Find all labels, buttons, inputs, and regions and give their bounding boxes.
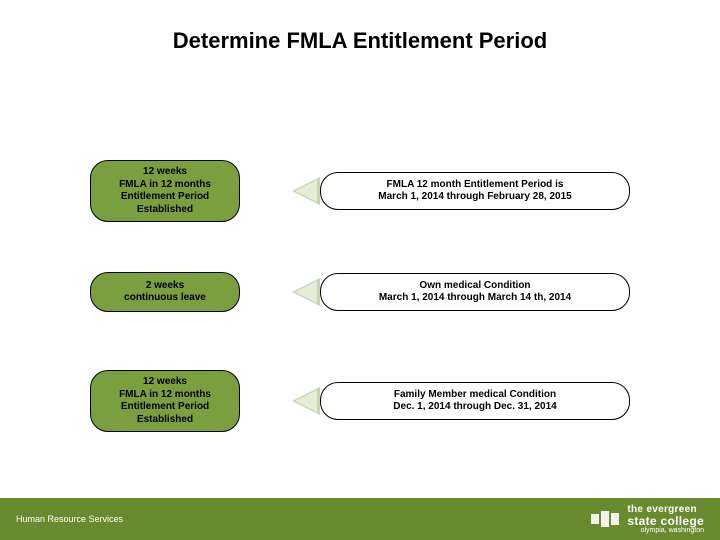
arrow-2	[292, 278, 320, 306]
left-pill-2: 2 weekscontinuous leave	[90, 272, 240, 312]
left-pill-2-text: 2 weekscontinuous leave	[124, 280, 206, 305]
logo-line1: the evergreen	[627, 505, 704, 515]
left-pill-3-text: 12 weeksFMLA in 12 monthsEntitlement Per…	[119, 376, 211, 426]
flow-row-1: 12 weeksFMLA in 12 monthsEntitlement Per…	[0, 160, 720, 232]
right-pill-3: Family Member medical ConditionDec. 1, 2…	[320, 382, 630, 420]
logo-mark-icon	[591, 511, 619, 527]
logo-line3: olympia, washington	[627, 527, 704, 534]
page-title: Determine FMLA Entitlement Period	[0, 28, 720, 54]
arrow-1	[292, 177, 320, 205]
right-pill-1-text: FMLA 12 month Entitlement Period isMarch…	[378, 179, 571, 204]
flow-row-2: 2 weekscontinuous leave Own medical Cond…	[0, 272, 720, 344]
footer: Human Resource Services the evergreen st…	[0, 498, 720, 540]
left-pill-1-text: 12 weeksFMLA in 12 monthsEntitlement Per…	[119, 166, 211, 216]
logo-text: the evergreen state college olympia, was…	[627, 505, 704, 534]
slide: Determine FMLA Entitlement Period 12 wee…	[0, 0, 720, 540]
right-pill-3-text: Family Member medical ConditionDec. 1, 2…	[393, 389, 556, 414]
left-pill-1: 12 weeksFMLA in 12 monthsEntitlement Per…	[90, 160, 240, 222]
arrow-3	[292, 387, 320, 415]
flow-row-3: 12 weeksFMLA in 12 monthsEntitlement Per…	[0, 370, 720, 442]
left-pill-3: 12 weeksFMLA in 12 monthsEntitlement Per…	[90, 370, 240, 432]
right-pill-1: FMLA 12 month Entitlement Period isMarch…	[320, 172, 630, 210]
footer-logo: the evergreen state college olympia, was…	[591, 505, 704, 534]
footer-left-text: Human Resource Services	[16, 514, 123, 524]
logo-line2: state college	[627, 515, 704, 527]
right-pill-2: Own medical ConditionMarch 1, 2014 throu…	[320, 273, 630, 311]
right-pill-2-text: Own medical ConditionMarch 1, 2014 throu…	[379, 280, 571, 305]
